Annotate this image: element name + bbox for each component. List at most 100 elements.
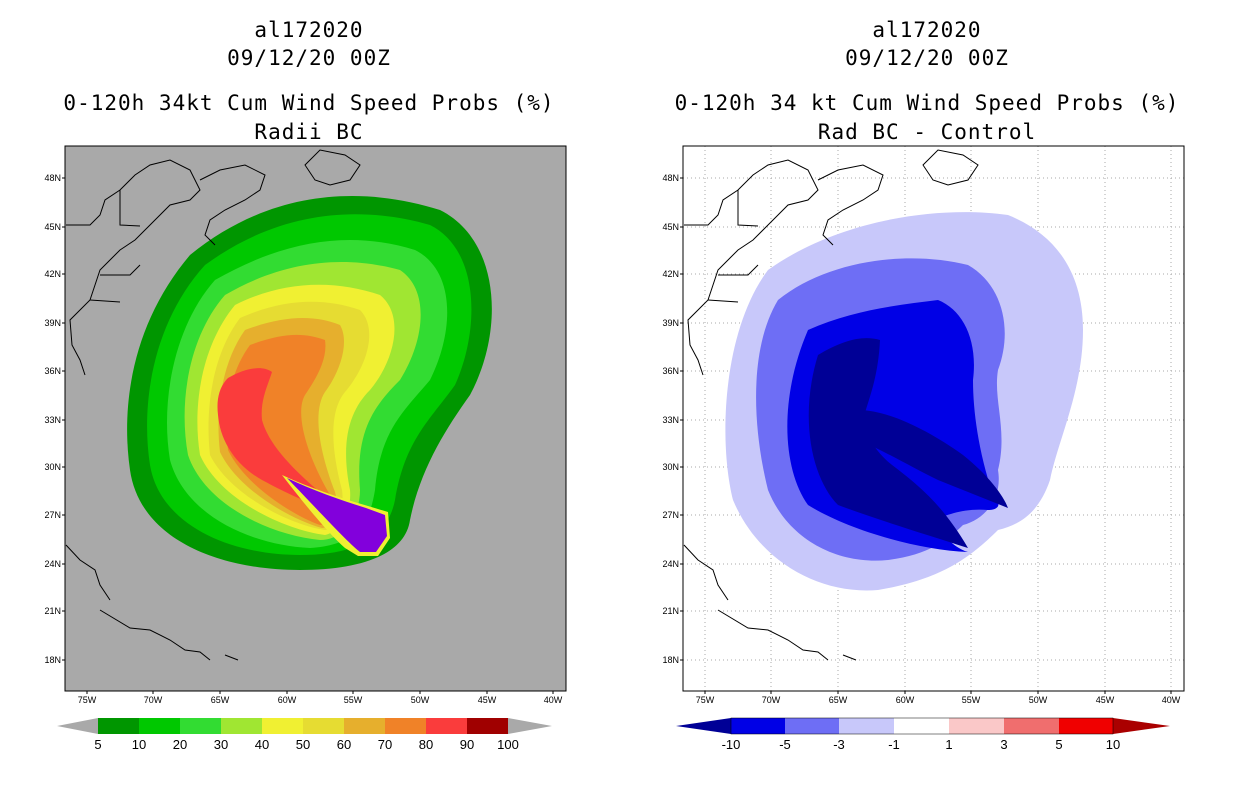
colorbar-label: 70 xyxy=(378,737,392,752)
lon-label: 70W xyxy=(144,695,163,705)
lat-label: 48N xyxy=(662,173,679,183)
lat-label: 45N xyxy=(44,222,61,232)
lat-label: 24N xyxy=(662,559,679,569)
colorbar-label: 80 xyxy=(419,737,433,752)
lat-label: 27N xyxy=(44,510,61,520)
colorbar-label: -10 xyxy=(722,737,741,752)
lat-label: 33N xyxy=(44,415,61,425)
colorbar-over-arrow xyxy=(508,718,552,734)
lat-label: 36N xyxy=(44,366,61,376)
colorbar-label: 1 xyxy=(945,737,952,752)
coastlines xyxy=(683,149,979,661)
colorbar-label: 5 xyxy=(94,737,101,752)
colorbar-box xyxy=(303,718,344,734)
colorbar-box xyxy=(839,718,894,734)
panel-radii-bc: al172020 09/12/20 00Z 0-120h 34kt Cum Wi… xyxy=(44,18,567,752)
colorbar-label: 5 xyxy=(1055,737,1062,752)
colorbar-labels: 5 10 20 30 40 50 60 70 80 90 100 xyxy=(94,737,518,752)
lon-axis-labels: 75W 70W 65W 60W 55W 50W 45W 40W xyxy=(696,695,1181,705)
colorbar-box xyxy=(785,718,839,734)
lat-label: 18N xyxy=(662,655,679,665)
colorbar-box xyxy=(1059,718,1113,734)
product-title: 0-120h 34 kt Cum Wind Speed Probs (%) xyxy=(674,91,1180,115)
colorbar-label: -3 xyxy=(833,737,845,752)
lon-label: 40W xyxy=(1162,695,1181,705)
panel-difference: al172020 09/12/20 00Z 0-120h 34 kt Cum W… xyxy=(618,0,1236,800)
colorbar-box xyxy=(98,718,139,734)
product-title: 0-120h 34kt Cum Wind Speed Probs (%) xyxy=(63,91,555,115)
colorbar-box xyxy=(221,718,262,734)
lon-label: 60W xyxy=(278,695,297,705)
lat-label: 42N xyxy=(662,269,679,279)
colorbar xyxy=(57,718,552,734)
lat-label: 48N xyxy=(44,173,61,183)
lat-label: 42N xyxy=(44,269,61,279)
colorbar-box xyxy=(1004,718,1059,734)
colorbar-box xyxy=(894,718,949,734)
map-frame xyxy=(682,145,1185,692)
colorbar-box xyxy=(180,718,221,734)
colorbar-label: 20 xyxy=(173,737,187,752)
difference-contours xyxy=(725,212,1083,591)
colorbar-label: 60 xyxy=(337,737,351,752)
colorbar-label: 30 xyxy=(214,737,228,752)
colorbar-label: -5 xyxy=(779,737,791,752)
colorbar-box xyxy=(139,718,180,734)
panel-subtitle: Rad BC - Control xyxy=(817,120,1037,144)
lat-label: 33N xyxy=(662,415,679,425)
colorbar-outline xyxy=(730,717,1114,735)
lat-label: 21N xyxy=(662,606,679,616)
lon-label: 65W xyxy=(211,695,230,705)
lon-label: 45W xyxy=(1096,695,1115,705)
lat-label: 24N xyxy=(44,559,61,569)
lat-label: 30N xyxy=(662,462,679,472)
colorbar-under-arrow xyxy=(676,718,731,734)
lon-label: 40W xyxy=(544,695,563,705)
lat-label: 30N xyxy=(44,462,61,472)
colorbar-box xyxy=(467,718,508,734)
lat-label: 27N xyxy=(662,510,679,520)
coastlines xyxy=(65,149,361,661)
probability-map: 48N 45N 42N 39N 36N 33N 30N 27N 24N 21N … xyxy=(44,145,567,752)
lon-label: 55W xyxy=(962,695,981,705)
storm-id-title: al172020 xyxy=(254,18,364,42)
lat-axis-labels: 48N 45N 42N 39N 36N 33N 30N 27N 24N 21N … xyxy=(44,173,61,665)
lon-axis-labels: 75W 70W 65W 60W 55W 50W 45W 40W xyxy=(78,695,563,705)
prob-band-100 xyxy=(287,478,387,552)
lon-label: 60W xyxy=(896,695,915,705)
colorbar-box xyxy=(262,718,303,734)
lat-label: 21N xyxy=(44,606,61,616)
colorbar-label: -1 xyxy=(888,737,900,752)
map-frame xyxy=(64,145,567,692)
colorbar-label: 50 xyxy=(296,737,310,752)
diff-band-minus-10 xyxy=(808,338,968,548)
lat-label: 39N xyxy=(662,318,679,328)
colorbar-label: 10 xyxy=(1106,737,1120,752)
panel-subtitle: Radii BC xyxy=(254,120,364,144)
probability-contours xyxy=(127,196,492,570)
prob-band-80 xyxy=(217,368,335,506)
lat-label: 39N xyxy=(44,318,61,328)
lon-label: 50W xyxy=(1029,695,1048,705)
lon-label: 55W xyxy=(344,695,363,705)
lat-axis-labels: 48N 45N 42N 39N 36N 33N 30N 27N 24N 21N … xyxy=(662,173,679,665)
datetime-title: 09/12/20 00Z xyxy=(845,46,1009,70)
lon-label: 45W xyxy=(478,695,497,705)
colorbar-box xyxy=(385,718,426,734)
colorbar-under-arrow xyxy=(57,718,98,734)
colorbar-box xyxy=(949,718,1004,734)
colorbar-box xyxy=(426,718,467,734)
colorbar-box xyxy=(731,718,785,734)
lat-label: 18N xyxy=(44,655,61,665)
colorbar-label: 100 xyxy=(497,737,519,752)
lon-label: 70W xyxy=(762,695,781,705)
lat-label: 45N xyxy=(662,222,679,232)
datetime-title: 09/12/20 00Z xyxy=(227,46,391,70)
colorbar-label: 3 xyxy=(1000,737,1007,752)
colorbar-label: 90 xyxy=(460,737,474,752)
lon-label: 75W xyxy=(78,695,97,705)
colorbar-label: 40 xyxy=(255,737,269,752)
storm-id-title: al172020 xyxy=(872,18,982,42)
diff-band-minus-10-arm xyxy=(858,410,1008,508)
colorbar-label: 10 xyxy=(132,737,146,752)
